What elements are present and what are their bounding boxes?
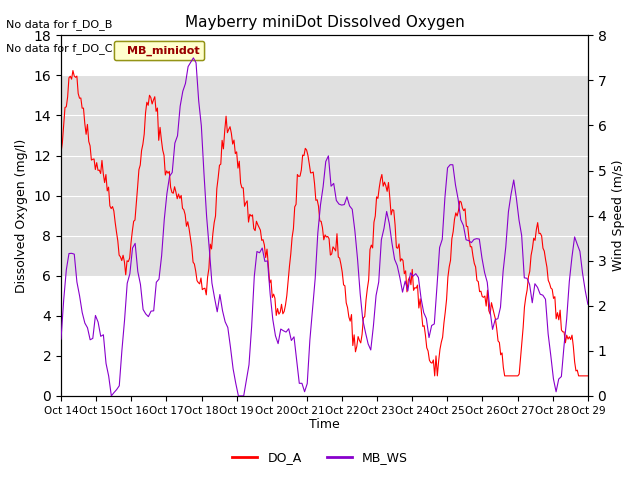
Legend: DO_A, MB_WS: DO_A, MB_WS — [227, 446, 413, 469]
Text: No data for f_DO_B: No data for f_DO_B — [6, 19, 113, 30]
Bar — [61, 75, 588, 276]
Y-axis label: Dissolved Oxygen (mg/l): Dissolved Oxygen (mg/l) — [15, 139, 28, 293]
Title: Mayberry miniDot Dissolved Oxygen: Mayberry miniDot Dissolved Oxygen — [184, 15, 464, 30]
Text: No data for f_DO_C: No data for f_DO_C — [6, 43, 113, 54]
X-axis label: Time: Time — [309, 419, 340, 432]
Y-axis label: Wind Speed (m/s): Wind Speed (m/s) — [612, 160, 625, 271]
Legend: MB_minidot: MB_minidot — [114, 41, 204, 60]
